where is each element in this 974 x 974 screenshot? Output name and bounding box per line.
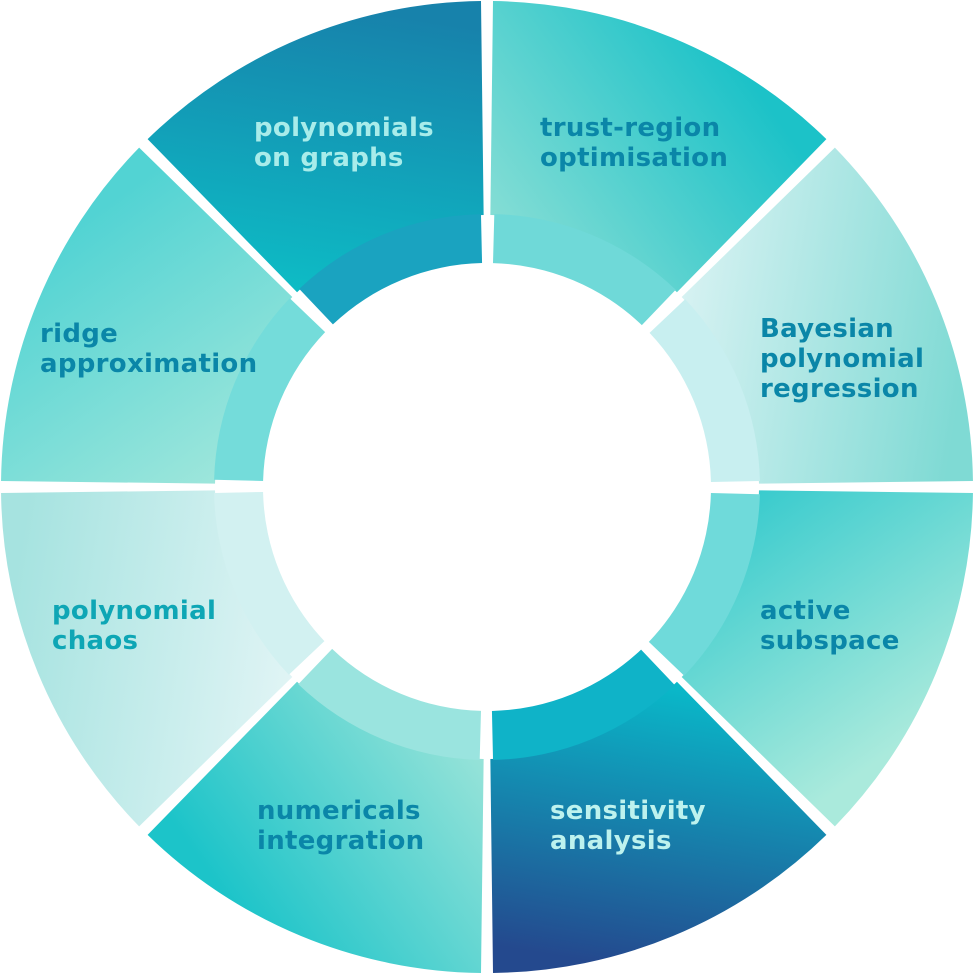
label-line: regression	[760, 374, 919, 404]
label-trust-region-optimisation: trust-region optimisation	[540, 113, 728, 173]
segment-sensitivity-analysis	[490, 681, 827, 973]
segment-numericals-integration	[147, 681, 484, 973]
segment-trust-region-optimisation	[490, 1, 827, 293]
label-active-subspace: active subspace	[760, 596, 900, 656]
segment-inner-band	[299, 214, 483, 325]
segment-inner-band	[649, 299, 760, 483]
label-line: subspace	[760, 626, 900, 656]
segment-inner-band	[214, 491, 325, 675]
label-sensitivity-analysis: sensitivity analysis	[550, 796, 706, 856]
label-line: active	[760, 596, 851, 626]
label-line: integration	[257, 826, 425, 856]
label-line: polynomial	[52, 596, 217, 626]
label-bayesian-polynomial-regression: Bayesian polynomial regression	[760, 314, 924, 404]
label-polynomials-on-graphs: polynomials on graphs	[254, 113, 434, 173]
segment-active-subspace	[681, 490, 973, 827]
label-line: trust-region	[540, 113, 721, 143]
segment-polynomials-on-graphs	[147, 1, 484, 293]
label-line: numericals	[257, 796, 421, 826]
label-line: polynomials	[254, 113, 434, 143]
label-polynomial-chaos: polynomial chaos	[52, 596, 216, 656]
segment-inner-band	[298, 648, 482, 760]
label-line: Bayesian	[760, 314, 894, 344]
segment-inner-band	[492, 214, 676, 326]
segment-polynomial-chaos	[1, 490, 293, 827]
label-line: optimisation	[540, 143, 729, 173]
label-line: polynomial	[760, 344, 925, 374]
label-line: analysis	[550, 826, 672, 856]
label-numericals-integration: numericals integration	[257, 796, 424, 856]
segment-inner-band	[491, 649, 675, 760]
segment-bayesian-polynomial-regression	[681, 147, 973, 484]
label-line: on graphs	[254, 143, 404, 173]
label-line: approximation	[40, 349, 258, 379]
label-ridge-approximation: ridge approximation	[40, 319, 257, 379]
segment-ridge-approximation	[1, 147, 293, 484]
label-line: chaos	[52, 626, 139, 656]
segment-inner-band	[214, 298, 326, 482]
segment-inner-band	[648, 492, 760, 676]
label-line: ridge	[40, 319, 119, 349]
label-line: sensitivity	[550, 796, 706, 826]
